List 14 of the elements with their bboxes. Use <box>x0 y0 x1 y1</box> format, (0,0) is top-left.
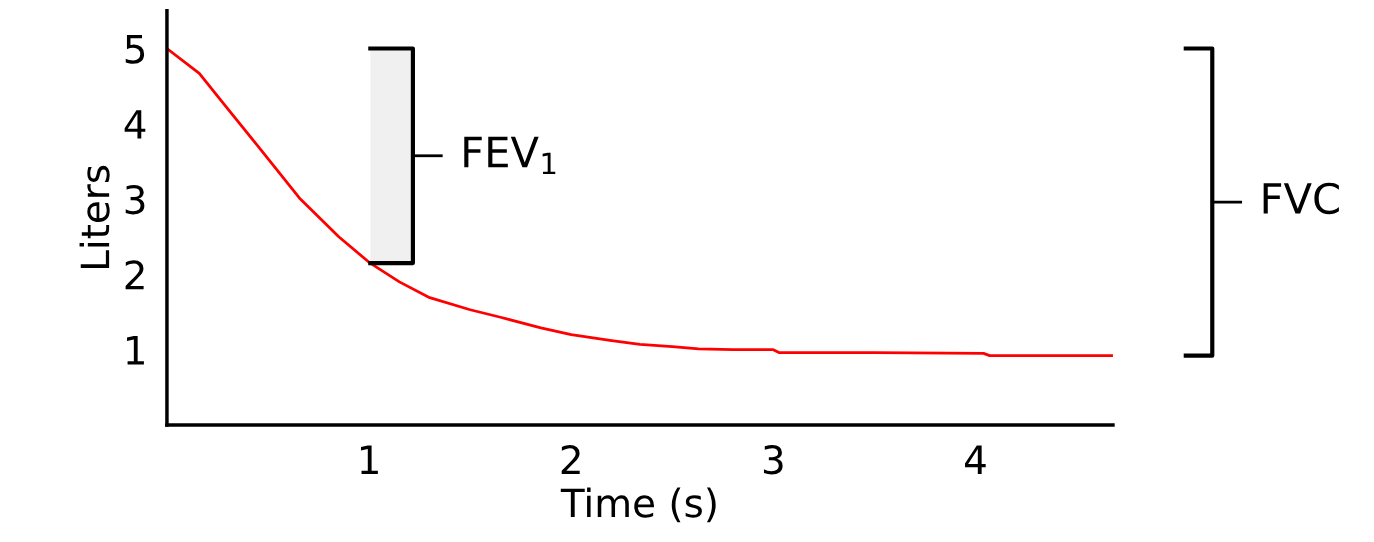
x-tick-label: 4 <box>965 445 986 474</box>
y-tick-label: 2 <box>125 260 144 290</box>
y-tick-label: 3 <box>125 184 145 215</box>
y-tick-label: 4 <box>124 110 146 139</box>
x-tick-label: 1 <box>360 445 378 474</box>
x-tick-label: 3 <box>763 445 783 475</box>
y-tick-label: 5 <box>125 34 145 64</box>
band-label: FEV$_{1}$ <box>464 136 556 175</box>
x-tick-label: 2 <box>561 445 580 474</box>
text: FVC <box>1263 182 1339 215</box>
x-axis-title: Time (s) <box>560 487 716 523</box>
y-axis-title: Liters <box>79 165 110 269</box>
y-tick-label: 1 <box>127 336 144 365</box>
line-series <box>166 47 1113 358</box>
